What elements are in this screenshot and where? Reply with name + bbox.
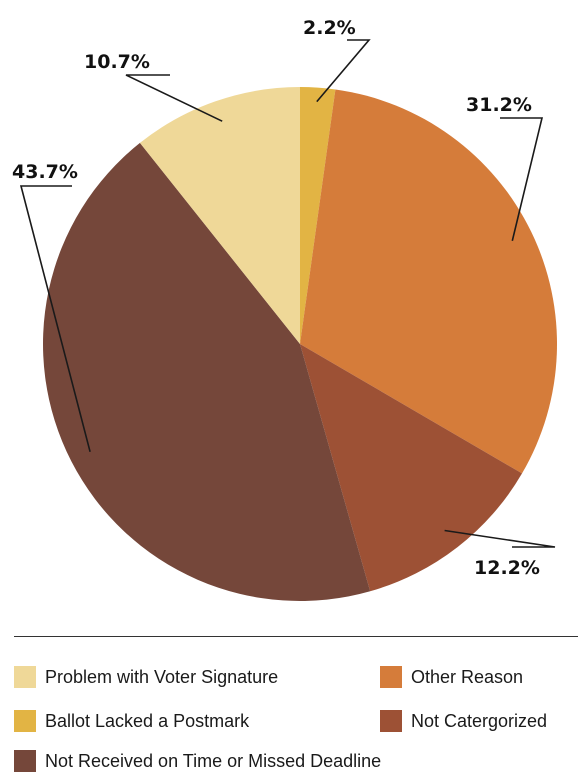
leader-line-other-reason	[500, 117, 544, 241]
leader-line-ballot-lacked-postmark	[316, 39, 371, 103]
legend-item-not-received-on-time: Not Received on Time or Missed Deadline	[14, 750, 381, 772]
legend-swatch	[14, 666, 36, 688]
pie-slice-voter-signature	[139, 87, 300, 344]
legend-divider	[14, 636, 578, 637]
pie-chart: 2.2% 31.2% 12.2% 43.7% 10.7%	[12, 17, 558, 601]
leader-lines	[19, 39, 556, 548]
pie-slice-other-reason	[300, 89, 558, 474]
slice-label-not-categorized: 12.2%	[474, 557, 540, 579]
leader-line-not-categorized	[444, 529, 556, 548]
legend-item-ballot-lacked-postmark: Ballot Lacked a Postmark	[14, 710, 249, 732]
legend-swatch	[14, 750, 36, 772]
slice-label-other-reason: 31.2%	[466, 94, 532, 116]
legend-item-other-reason: Other Reason	[380, 666, 523, 688]
pie-slice-ballot-lacked-postmark	[300, 87, 336, 344]
pie-slice-not-received-on-time	[43, 142, 371, 601]
legend-swatch	[380, 666, 402, 688]
pie-slices	[43, 87, 558, 601]
legend-label: Other Reason	[411, 666, 524, 687]
slice-label-not-received-on-time: 43.7%	[12, 161, 78, 183]
legend-item-voter-signature: Problem with Voter Signature	[14, 666, 278, 688]
slice-label-voter-signature: 10.7%	[84, 51, 150, 73]
leader-line-voter-signature	[125, 74, 223, 122]
legend-swatch	[14, 710, 36, 732]
legend-label: Ballot Lacked a Postmark	[45, 710, 250, 731]
legend-swatch	[380, 710, 402, 732]
slice-label-ballot-lacked-postmark: 2.2%	[303, 17, 356, 39]
legend-label: Not Catergorized	[411, 710, 548, 731]
legend-item-not-categorized: Not Catergorized	[380, 710, 547, 732]
legend-label: Problem with Voter Signature	[45, 666, 279, 687]
legend-label: Not Received on Time or Missed Deadline	[45, 750, 382, 771]
leader-line-not-received-on-time	[19, 185, 91, 453]
pie-slice-not-categorized	[300, 344, 523, 592]
